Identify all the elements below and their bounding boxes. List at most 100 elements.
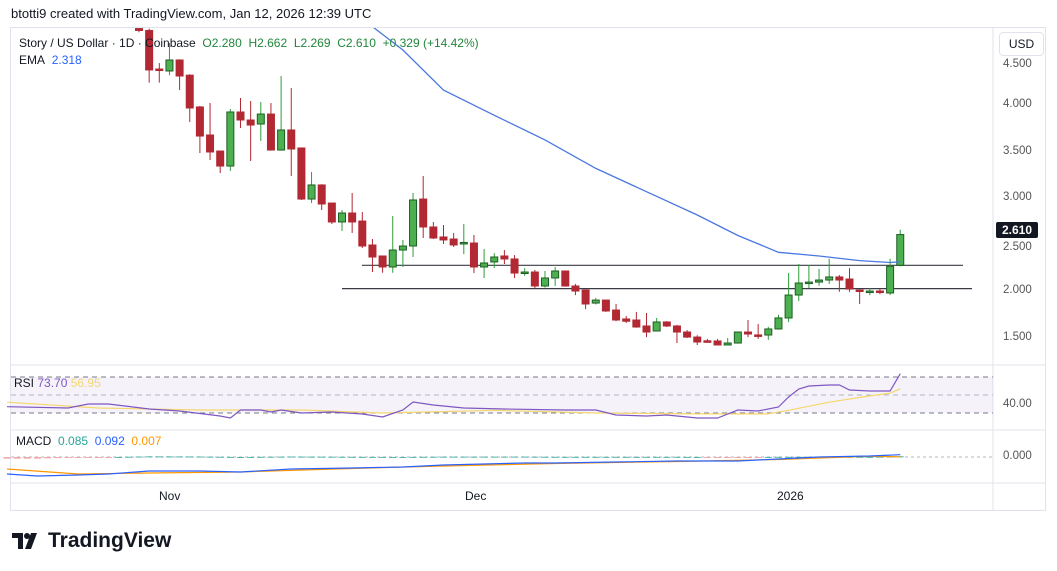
macd-histogram-bar xyxy=(328,456,336,458)
candle-down xyxy=(469,242,478,268)
candle-down xyxy=(632,319,641,328)
credit-text: btotti9 created with TradingView.com, Ja… xyxy=(11,6,372,21)
candle-down xyxy=(449,238,458,246)
macd-histogram-bar xyxy=(257,456,265,458)
candle-down xyxy=(561,270,570,287)
candle-down xyxy=(581,289,590,305)
macd-histogram-bar xyxy=(561,456,569,458)
macd-histogram-bar xyxy=(338,456,346,458)
candle-up xyxy=(825,276,834,281)
candle-down xyxy=(693,336,702,343)
macd-histogram-bar xyxy=(358,456,366,458)
candle-down xyxy=(875,290,884,294)
macd-histogram-bar xyxy=(856,456,864,458)
macd-histogram-bar xyxy=(622,456,630,458)
macd-histogram-bar xyxy=(440,456,447,458)
candle-down xyxy=(754,334,763,337)
candle-down xyxy=(601,299,610,312)
candle-down xyxy=(145,29,154,71)
macd-histogram-bar xyxy=(724,457,732,458)
macd-histogram-bar xyxy=(450,456,458,458)
macd-histogram-bar xyxy=(866,456,874,458)
ema-value: 2.318 xyxy=(51,53,82,67)
candle-down xyxy=(683,331,692,338)
candle-up xyxy=(815,279,824,283)
macd-histogram-bar xyxy=(714,457,722,458)
candle-down xyxy=(510,258,519,274)
candle-down xyxy=(530,271,539,287)
currency-button[interactable]: USD xyxy=(999,32,1044,56)
candle-up xyxy=(591,299,600,304)
candle-down xyxy=(175,59,184,77)
macd-histogram-bar xyxy=(74,457,82,458)
close-value: C2.610 xyxy=(337,36,376,50)
candle-down xyxy=(155,68,164,72)
macd-histogram-bar xyxy=(429,456,437,458)
macd-histogram-bar xyxy=(247,456,255,458)
change-value: +0.329 (+14.42%) xyxy=(382,36,479,50)
macd-histogram-bar xyxy=(480,456,488,458)
macd-line-value: 0.092 xyxy=(94,434,125,448)
macd-histogram-bar xyxy=(135,456,143,458)
candle-up xyxy=(541,277,549,287)
macd-histogram-bar xyxy=(196,456,204,458)
candle-up xyxy=(723,342,732,346)
macd-histogram-bar xyxy=(785,456,793,458)
rsi-label[interactable]: RSI xyxy=(14,376,35,390)
candle-down xyxy=(327,202,336,223)
symbol-title[interactable]: Story / US Dollar · 1D · Coinbase xyxy=(19,36,196,50)
macd-histogram-bar xyxy=(105,457,113,458)
macd-histogram-bar xyxy=(237,457,244,458)
macd-histogram-bar xyxy=(115,456,123,458)
candle-down xyxy=(378,255,387,268)
macd-histogram-bar xyxy=(399,456,407,458)
candle-up xyxy=(794,282,803,296)
rsi-ma-line xyxy=(6,388,901,415)
candle-up xyxy=(886,265,895,294)
macd-histogram-bar xyxy=(34,457,41,459)
candle-up xyxy=(277,129,286,151)
macd-histogram-bar xyxy=(23,457,31,459)
candle-down xyxy=(348,212,357,223)
candle-down xyxy=(703,340,712,343)
macd-histogram-bar xyxy=(267,456,275,458)
candle-down xyxy=(835,276,844,281)
macd-histogram-bar xyxy=(460,456,468,458)
macd-histogram-bar xyxy=(470,456,478,458)
macd-histogram-bar xyxy=(754,457,762,458)
candle-up xyxy=(652,321,661,332)
candle-down xyxy=(216,150,225,167)
candle-up xyxy=(338,212,346,223)
candle-down xyxy=(287,129,296,150)
macd-histogram-bar xyxy=(94,457,102,458)
candle-up xyxy=(896,234,905,266)
macd-histogram-bar xyxy=(673,456,681,458)
candle-up xyxy=(388,249,397,268)
candle-up xyxy=(551,270,560,279)
macd-histogram-bar xyxy=(541,456,549,458)
price-label: 1.500 xyxy=(1003,331,1032,343)
ema-label[interactable]: EMA xyxy=(19,53,46,67)
macd-histogram-bar xyxy=(612,456,620,458)
macd-signal-value: 0.007 xyxy=(131,434,162,448)
candle-down xyxy=(744,331,752,335)
macd-histogram-bar xyxy=(511,456,519,458)
macd-label[interactable]: MACD xyxy=(16,434,52,448)
macd-histogram-bar xyxy=(876,456,884,458)
macd-histogram-bar xyxy=(54,457,62,459)
macd-legend: MACD 0.085 0.092 0.007 xyxy=(16,434,161,448)
rsi-ma-value: 56.95 xyxy=(70,376,101,390)
candle-down xyxy=(206,134,215,153)
time-label-dec: Dec xyxy=(465,489,487,503)
low-value: L2.269 xyxy=(293,36,331,50)
candle-up xyxy=(764,328,773,336)
rsi-axis-label: 40.00 xyxy=(1003,398,1032,410)
price-label: 3.500 xyxy=(1003,145,1032,157)
candle-down xyxy=(195,106,204,137)
candle-up xyxy=(307,184,316,200)
ema-line xyxy=(373,28,901,264)
candle-up xyxy=(226,111,235,167)
macd-histogram-bar xyxy=(318,456,326,458)
macd-histogram-bar xyxy=(795,456,803,458)
